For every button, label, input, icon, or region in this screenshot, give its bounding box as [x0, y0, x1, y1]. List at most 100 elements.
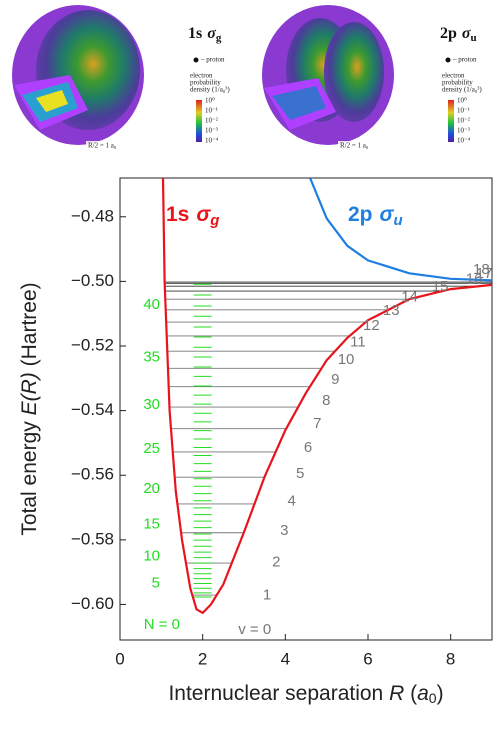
colorbar-label: 10⁻²	[205, 117, 218, 125]
x-axis-label-part: R	[389, 682, 404, 705]
vibrational-label: 1	[263, 586, 271, 603]
inset-title-text: 2p	[440, 25, 457, 42]
colorbar-label: 10⁻⁴	[205, 137, 219, 145]
vibrational-label: 11	[350, 333, 366, 350]
density-label: electron	[442, 72, 465, 80]
x-axis-label: Internuclear separation R (a0)	[168, 682, 443, 706]
inset-1s-image	[12, 5, 144, 145]
x-axis-label-part: a	[417, 682, 429, 705]
colorbar	[196, 100, 202, 142]
vibrational-label: 15	[432, 278, 449, 295]
rotational-label: 35	[143, 348, 160, 365]
curve	[161, 178, 492, 615]
vibrational-label: 17	[476, 265, 493, 282]
scale-label: R/2 = 1 a₀	[88, 142, 117, 150]
inset-title: 2p σu	[440, 25, 477, 44]
rotational-label: 5	[152, 575, 160, 592]
vibrational-label: 9	[331, 371, 339, 388]
inset-2p-image	[262, 5, 394, 145]
rotational-label: 30	[143, 396, 160, 413]
plot-area	[161, 178, 492, 615]
x-axis-label-part: (	[404, 682, 417, 705]
colorbar-label: 10⁰	[457, 97, 467, 105]
plot-frame	[119, 177, 493, 641]
inset-title-symbol: σ	[462, 25, 471, 42]
scale-box	[338, 141, 378, 150]
curve-label-symbol: σ	[196, 203, 211, 226]
y-tick-label: −0.50	[71, 271, 114, 290]
curve	[309, 178, 492, 282]
x-tick-label: 0	[115, 649, 124, 668]
colorbar-label: 10⁻³	[205, 127, 218, 135]
density-label: electron	[190, 72, 213, 80]
rotational-label: 15	[143, 516, 160, 533]
colorbar-label: 10⁻⁴	[457, 137, 471, 145]
rotational-label: 25	[143, 440, 160, 457]
colorbar-label: 10⁰	[205, 97, 215, 105]
curve-label-symbol: σ	[380, 203, 395, 226]
vibrational-label: 13	[383, 302, 400, 319]
vibrational-label: 6	[304, 439, 312, 456]
scale-box	[86, 141, 126, 150]
rotational-label: N = 0	[144, 616, 180, 633]
proton-icon	[445, 57, 451, 63]
curve-label-text: 2p	[348, 203, 373, 226]
scale-label: R/2 = 1 a₀	[340, 142, 369, 150]
x-tick-label: 8	[446, 649, 455, 668]
colorbar-label: 10⁻¹	[205, 107, 218, 115]
proton-legend: – proton	[200, 56, 225, 64]
x-axis-label-part: )	[437, 682, 444, 705]
curve-label-sub: u	[393, 212, 402, 229]
y-axis-label-part: (Hartree)	[18, 282, 41, 372]
vibrational-label: 18	[473, 261, 490, 278]
vibrational-label: 5	[296, 465, 304, 482]
y-axis-label: Total energy E(R) (Hartree)	[18, 282, 41, 535]
inset-title-sub: g	[216, 32, 222, 44]
colorbar-label: 10⁻³	[457, 127, 470, 135]
density-label: density (1/a₀³)	[190, 86, 230, 94]
x-axis-label-part: 0	[429, 690, 437, 706]
colorbar	[448, 100, 454, 142]
inset-title-symbol: σ	[207, 25, 216, 42]
inset-title-sub: u	[471, 32, 477, 44]
x-axis-label-part: Internuclear separation	[168, 682, 389, 705]
x-tick-label: 6	[363, 649, 372, 668]
y-axis-label-part: E(R)	[18, 372, 41, 415]
plot: 0 2 4 6 8 −0.48 −0.50 −0.52 −0.54 −0.56 −0.58 −0.60…	[18, 178, 493, 706]
rotational-label: 10	[143, 547, 160, 564]
rotational-label: 40	[143, 296, 160, 313]
colorbar-label: 10⁻²	[457, 117, 470, 125]
proton-legend: – proton	[452, 56, 477, 64]
curve-label-text: 1s	[166, 203, 189, 226]
curve-label: 1s σg	[166, 203, 219, 229]
vibrational-label: 14	[401, 289, 418, 306]
vibrational-label: 7	[313, 415, 321, 432]
density-label: density (1/a₀³)	[442, 86, 482, 94]
curve-label: 2p σu	[348, 203, 403, 229]
vibrational-label: v = 0	[238, 621, 271, 638]
y-tick-label: −0.60	[71, 594, 114, 613]
vibrational-label: 8	[322, 392, 330, 409]
vibrational-label: 3	[280, 522, 288, 539]
y-tick-label: −0.56	[71, 465, 114, 484]
y-axis-label-part: Total energy	[18, 415, 41, 535]
y-tick-label: −0.58	[71, 529, 114, 548]
proton-icon	[193, 57, 199, 63]
vibrational-label: 16	[466, 271, 483, 288]
y-tick-label: −0.54	[71, 400, 114, 419]
vibrational-label: 12	[363, 317, 380, 334]
x-tick-label: 2	[198, 649, 207, 668]
rotational-label: 20	[143, 480, 160, 497]
curve-label-sub: g	[209, 212, 219, 229]
x-tick-label: 4	[281, 649, 290, 668]
y-tick-label: −0.52	[71, 335, 114, 354]
density-label: probability	[190, 79, 221, 87]
inset-title: 1s σg	[188, 25, 222, 44]
colorbar-label: 10⁻¹	[457, 107, 470, 115]
density-label: probability	[442, 79, 473, 87]
vibrational-label: 4	[287, 493, 295, 510]
y-tick-label: −0.48	[71, 206, 114, 225]
vibrational-label: 2	[272, 554, 280, 571]
